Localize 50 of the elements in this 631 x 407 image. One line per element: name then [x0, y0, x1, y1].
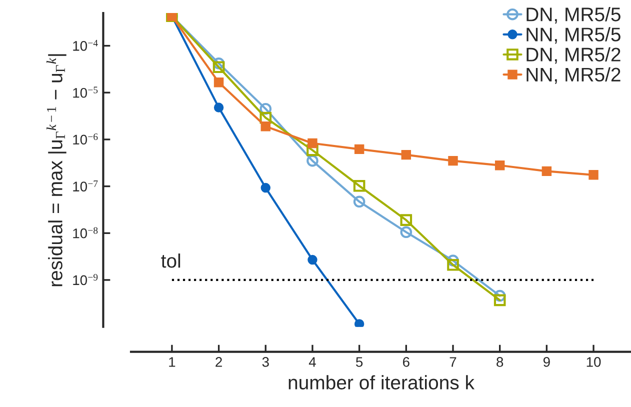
point [260, 112, 272, 124]
point [353, 196, 366, 208]
point [354, 144, 364, 154]
x-tick-label: 10 [586, 357, 601, 367]
point [354, 319, 364, 327]
x-tick-label: 8 [496, 357, 504, 367]
point [214, 78, 224, 88]
x-tick-label: 1 [169, 357, 176, 367]
point [448, 156, 458, 166]
y-axis-title: residual = max |u$_{Γ}$$^{k−1}$ − u$_{Γ}$$^{k}$| [46, 54, 66, 286]
point [212, 58, 225, 70]
point [214, 102, 224, 112]
point [260, 102, 272, 115]
point [494, 294, 506, 306]
x-tick-label: 4 [308, 357, 316, 367]
y-tick-label: 10$^{−7}$ [73, 180, 98, 192]
point [308, 138, 318, 148]
y-tick-label: 10$^{−4}$ [73, 40, 98, 51]
x-tick-label: 7 [450, 357, 456, 367]
legend-label: DN, MR5/5 [526, 7, 620, 24]
point [542, 166, 552, 176]
x-tick-label: 3 [262, 357, 269, 367]
ref-line-label: tol [161, 254, 180, 268]
point [588, 170, 598, 180]
x-tick-label: 2 [216, 357, 222, 367]
point [400, 214, 412, 226]
legend-label: DN, MR5/2 [526, 47, 620, 64]
y-tick-label: 10$^{−8}$ [73, 227, 98, 238]
point [260, 122, 270, 132]
y-tick-label: 10$^{−5}$ [73, 86, 98, 98]
point [400, 226, 412, 238]
point [401, 150, 412, 160]
x-tick-label: 6 [402, 357, 410, 367]
point [212, 61, 225, 74]
legend-label: NN, MR5/5 [526, 27, 620, 44]
legend-label: NN, MR5/2 [526, 67, 620, 84]
point [494, 160, 505, 170]
y-tick-label: 10$^{−6}$ [73, 134, 98, 145]
point [306, 154, 318, 167]
point [308, 254, 318, 265]
point [494, 290, 506, 302]
point [260, 182, 270, 193]
point [447, 258, 459, 271]
x-axis-title: number of iterations k [288, 375, 475, 390]
x-tick-label: 5 [356, 357, 363, 367]
point [447, 254, 459, 266]
y-tick-label: 10$^{−9}$ [73, 274, 98, 286]
x-tick-label: 9 [543, 357, 550, 367]
point [353, 180, 366, 192]
point [306, 144, 318, 156]
